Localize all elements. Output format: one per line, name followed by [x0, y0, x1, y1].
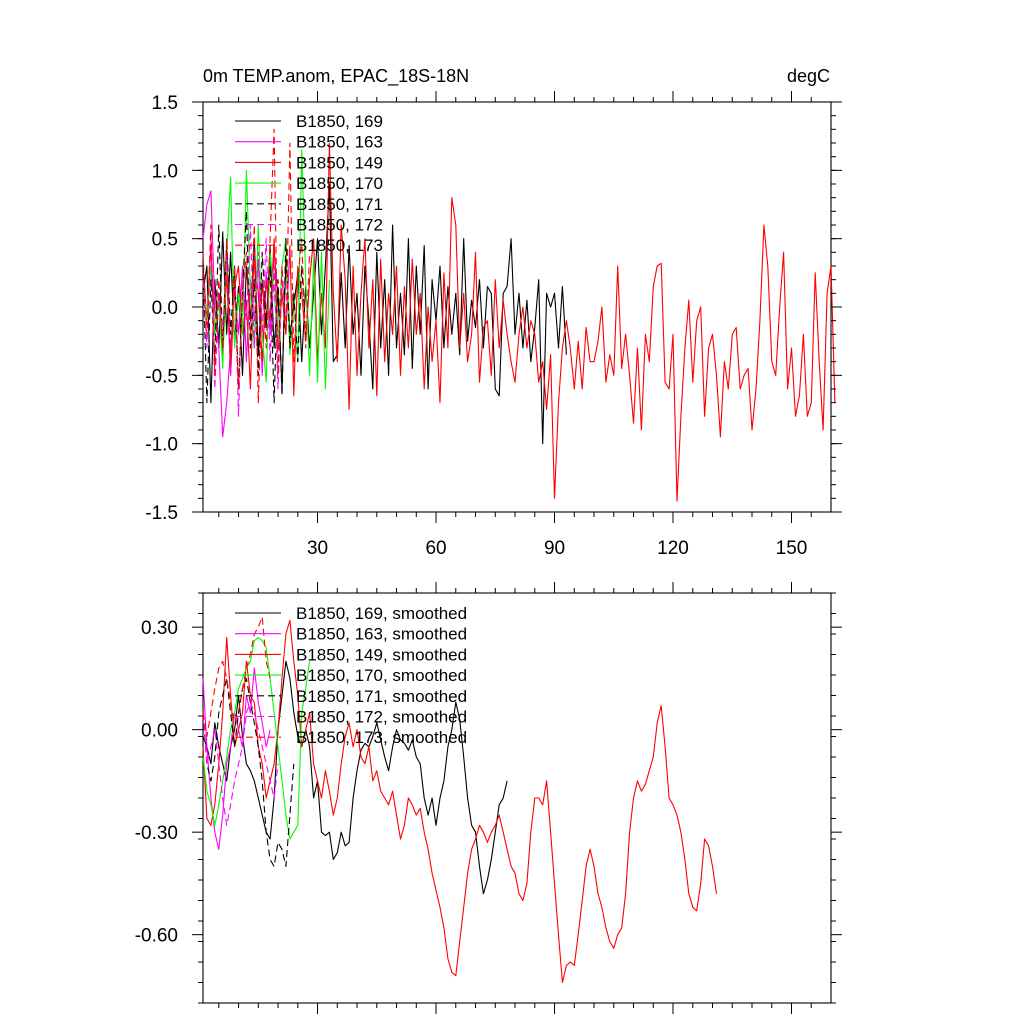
legend-label-6: B1850, 172 — [296, 216, 383, 235]
x-tick-label: 90 — [544, 538, 565, 559]
legend-label-2: B1850, 163, smoothed — [296, 625, 467, 644]
y-tick-label: 1.0 — [152, 161, 178, 182]
bottom-panel: B1850, 169, smoothed B1850, 163, smoothed… — [135, 582, 842, 1014]
legend-label-2: B1850, 163 — [296, 133, 383, 152]
y-tick-label: 1.5 — [152, 93, 178, 114]
series-line-4 — [202, 149, 330, 390]
series-line-6 — [202, 224, 291, 417]
y-tick-label: -1.5 — [145, 503, 178, 524]
x-tick-label: 120 — [657, 538, 689, 559]
legend-label-6: B1850, 172, smoothed — [296, 708, 467, 727]
legend-label-3: B1850, 149 — [296, 153, 383, 172]
legend-label-5: B1850, 171, smoothed — [296, 687, 467, 706]
legend-label-1: B1850, 169 — [296, 112, 383, 131]
y-tick-label: -0.30 — [135, 823, 178, 844]
legend-label-7: B1850, 173 — [296, 236, 383, 255]
legend-label-4: B1850, 170, smoothed — [296, 666, 467, 685]
series-line-3 — [202, 619, 718, 984]
top-panel: 0m TEMP.anom, EPAC_18S-18N degC B1850, 1… — [145, 66, 842, 559]
y-tick-label: 0.30 — [141, 618, 178, 639]
legend-label-4: B1850, 170 — [296, 174, 383, 193]
y-tick-label: 0.00 — [141, 721, 178, 742]
series-line-5 — [202, 210, 307, 404]
series-line-3 — [202, 142, 836, 502]
y-tick-label: 0.0 — [152, 298, 178, 319]
series-line-7 — [202, 616, 271, 738]
legend-label-3: B1850, 149, smoothed — [296, 645, 467, 664]
x-tick-label: 150 — [776, 538, 808, 559]
legend-label-5: B1850, 171 — [296, 195, 383, 214]
series-line-5 — [202, 677, 295, 867]
x-tick-label: 60 — [425, 538, 446, 559]
x-tick-label: 30 — [307, 538, 328, 559]
y-tick-label: -0.5 — [145, 366, 178, 387]
legend-label-1: B1850, 169, smoothed — [296, 604, 467, 623]
y-tick-label: -1.0 — [145, 435, 178, 456]
series-line-2 — [202, 667, 271, 850]
chart-units: degC — [787, 66, 830, 86]
series-line-1 — [202, 660, 508, 895]
series-line-6 — [202, 701, 279, 826]
chart-title: 0m TEMP.anom, EPAC_18S-18N — [203, 66, 469, 87]
series-line-1 — [202, 183, 567, 445]
series-line-7 — [202, 128, 311, 404]
y-tick-label: -0.60 — [135, 926, 178, 947]
series-line-4 — [202, 636, 311, 840]
y-tick-label: 0.5 — [152, 230, 178, 251]
legend-label-7: B1850, 173, smoothed — [296, 728, 467, 747]
